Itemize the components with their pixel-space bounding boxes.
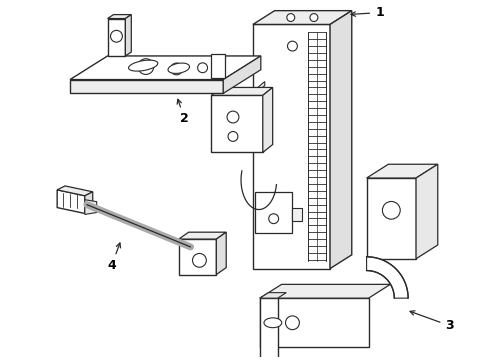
Polygon shape bbox=[252, 24, 329, 269]
Text: 1: 1 bbox=[350, 6, 383, 19]
Polygon shape bbox=[262, 87, 272, 152]
Circle shape bbox=[287, 41, 297, 51]
Polygon shape bbox=[211, 87, 272, 95]
Polygon shape bbox=[366, 178, 415, 259]
Polygon shape bbox=[211, 95, 262, 152]
Polygon shape bbox=[366, 257, 407, 298]
Circle shape bbox=[268, 214, 278, 224]
Polygon shape bbox=[252, 11, 351, 24]
Circle shape bbox=[226, 111, 239, 123]
Ellipse shape bbox=[168, 63, 189, 73]
Polygon shape bbox=[223, 56, 260, 93]
Circle shape bbox=[192, 253, 206, 267]
Circle shape bbox=[286, 14, 294, 22]
Polygon shape bbox=[57, 190, 84, 213]
Polygon shape bbox=[216, 232, 226, 275]
Polygon shape bbox=[107, 18, 125, 56]
Text: 3: 3 bbox=[409, 311, 453, 332]
Circle shape bbox=[197, 63, 207, 73]
Polygon shape bbox=[259, 284, 389, 298]
Circle shape bbox=[170, 63, 182, 75]
Polygon shape bbox=[259, 298, 277, 360]
Circle shape bbox=[262, 359, 274, 360]
Polygon shape bbox=[70, 80, 223, 93]
Polygon shape bbox=[84, 200, 97, 215]
Polygon shape bbox=[259, 293, 286, 298]
Polygon shape bbox=[211, 54, 225, 78]
Circle shape bbox=[382, 202, 399, 219]
Polygon shape bbox=[107, 15, 131, 18]
Circle shape bbox=[227, 131, 238, 141]
Text: 2: 2 bbox=[177, 99, 188, 125]
Polygon shape bbox=[292, 208, 302, 221]
Circle shape bbox=[110, 30, 122, 42]
Text: 4: 4 bbox=[107, 243, 120, 272]
Polygon shape bbox=[179, 239, 216, 275]
Ellipse shape bbox=[128, 60, 158, 71]
Polygon shape bbox=[70, 56, 260, 80]
Circle shape bbox=[285, 316, 299, 330]
Polygon shape bbox=[366, 164, 437, 178]
Polygon shape bbox=[57, 186, 93, 196]
Circle shape bbox=[138, 59, 154, 75]
Polygon shape bbox=[250, 82, 264, 98]
Polygon shape bbox=[329, 11, 351, 269]
Polygon shape bbox=[179, 232, 226, 239]
Polygon shape bbox=[415, 164, 437, 259]
Ellipse shape bbox=[264, 318, 281, 328]
Polygon shape bbox=[254, 192, 292, 233]
Polygon shape bbox=[125, 15, 131, 56]
Polygon shape bbox=[84, 192, 93, 213]
Circle shape bbox=[309, 14, 317, 22]
Polygon shape bbox=[259, 298, 368, 347]
